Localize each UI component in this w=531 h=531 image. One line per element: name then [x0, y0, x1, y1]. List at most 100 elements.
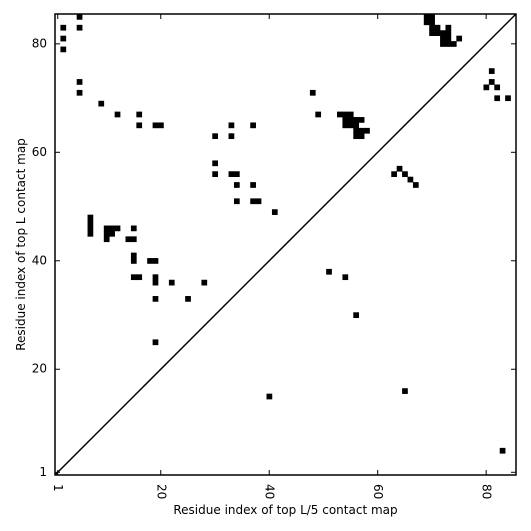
contact-cell-upper: [423, 14, 430, 20]
x-tick-label: 1: [51, 484, 65, 492]
contact-cell-upper: [60, 46, 67, 53]
contact-cell-upper: [445, 41, 452, 47]
contact-cell-lower: [250, 198, 256, 205]
y-tick-label: 40: [32, 253, 47, 267]
contact-cell-lower: [87, 220, 94, 226]
contact-cell-lower: [130, 274, 137, 281]
contact-cell-upper: [309, 89, 316, 96]
contact-cell-upper: [347, 111, 354, 118]
contact-cell-lower: [266, 393, 273, 400]
contact-cell-upper: [434, 24, 441, 31]
contact-cell-upper: [342, 117, 349, 123]
contact-cell-upper: [429, 30, 435, 36]
y-tick-label: 60: [32, 145, 47, 159]
contact-cell-upper: [445, 35, 452, 42]
contact-cell-upper: [440, 41, 446, 47]
contact-cell-upper: [440, 30, 446, 36]
contact-cell-lower: [407, 176, 414, 183]
y-tick-label: 1: [39, 465, 47, 479]
contact-cell-lower: [271, 209, 278, 215]
x-tick-label: 60: [371, 484, 385, 499]
contact-cell-lower: [391, 171, 397, 178]
contact-cell-upper: [76, 79, 83, 85]
contact-cell-lower: [255, 198, 262, 205]
contact-cell-lower: [87, 225, 94, 232]
contact-cell-upper: [353, 122, 360, 129]
contact-cell-lower: [499, 447, 506, 454]
contact-cell-upper: [136, 122, 143, 129]
y-tick-label: 20: [32, 362, 47, 376]
contact-cell-lower: [488, 68, 495, 74]
contact-cell-upper: [358, 133, 365, 140]
y-tick-label: 80: [32, 36, 47, 50]
contact-cell-upper: [158, 122, 164, 129]
diagonal-line: [54, 13, 517, 476]
contact-cell-lower: [87, 230, 94, 237]
contact-cell-upper: [152, 122, 159, 129]
x-axis-label: Residue index of top L/5 contact map: [173, 503, 397, 517]
contact-cell-lower: [402, 388, 408, 394]
contact-cell-lower: [109, 225, 115, 232]
contact-cell-lower: [353, 312, 360, 319]
contact-cell-lower: [152, 279, 159, 286]
contact-cell-lower: [109, 230, 115, 237]
contact-cell-lower: [87, 214, 94, 221]
contact-cell-lower: [233, 182, 240, 188]
contact-cell-upper: [429, 19, 435, 26]
contact-cell-lower: [402, 171, 408, 178]
contact-cell-lower: [326, 268, 332, 275]
contact-cell-upper: [60, 35, 67, 42]
contact-cell-lower: [103, 230, 110, 237]
x-axis-ticks: 1 20 40 60 80: [51, 14, 494, 499]
contact-cell-upper: [445, 24, 452, 31]
contact-cell-upper: [450, 41, 457, 47]
contact-cell-lower: [168, 279, 175, 286]
contact-marks: [60, 14, 511, 454]
x-tick-label: 40: [263, 484, 277, 499]
contact-cell-lower: [494, 95, 501, 102]
contact-cell-upper: [212, 133, 219, 140]
contact-cell-lower: [152, 339, 159, 346]
contact-cell-lower: [494, 84, 501, 91]
contact-cell-lower: [103, 236, 110, 243]
contact-cell-upper: [347, 117, 354, 123]
contact-cell-lower: [136, 274, 143, 281]
contact-cell-lower: [396, 165, 403, 172]
contact-cell-upper: [228, 122, 235, 129]
plot-frame: [54, 13, 517, 476]
contact-cell-upper: [212, 171, 219, 178]
y-axis-label: Residue index of top L contact map: [14, 138, 28, 351]
contact-cell-lower: [152, 296, 159, 302]
contact-cell-upper: [337, 111, 343, 118]
contact-cell-upper: [228, 171, 235, 178]
contact-cell-lower: [488, 79, 495, 85]
contact-cell-upper: [429, 24, 435, 31]
contact-cell-upper: [136, 111, 143, 118]
contact-cell-upper: [364, 127, 370, 134]
contact-cell-upper: [60, 24, 67, 31]
contact-cell-lower: [114, 225, 121, 232]
contact-cell-upper: [423, 19, 430, 26]
contact-cell-lower: [250, 182, 256, 188]
contact-cell-upper: [353, 127, 360, 134]
contact-cell-upper: [358, 117, 365, 123]
contact-cell-upper: [228, 133, 235, 140]
contact-cell-lower: [130, 236, 137, 243]
contact-cell-lower: [185, 296, 191, 302]
contact-cell-upper: [76, 89, 83, 96]
contact-cell-lower: [125, 236, 132, 243]
contact-cell-lower: [201, 279, 208, 286]
contact-cell-upper: [440, 35, 446, 42]
x-tick-label: 20: [154, 484, 168, 499]
contact-cell-upper: [353, 117, 360, 123]
contact-cell-upper: [233, 171, 240, 178]
contact-cell-lower: [152, 274, 159, 281]
contact-cell-lower: [103, 225, 110, 232]
contact-cell-upper: [358, 127, 365, 134]
contact-cell-upper: [315, 111, 322, 118]
contact-cell-lower: [412, 182, 419, 188]
contact-cell-lower: [483, 84, 490, 91]
contact-cell-upper: [456, 35, 463, 42]
x-tick-label: 80: [480, 484, 494, 499]
